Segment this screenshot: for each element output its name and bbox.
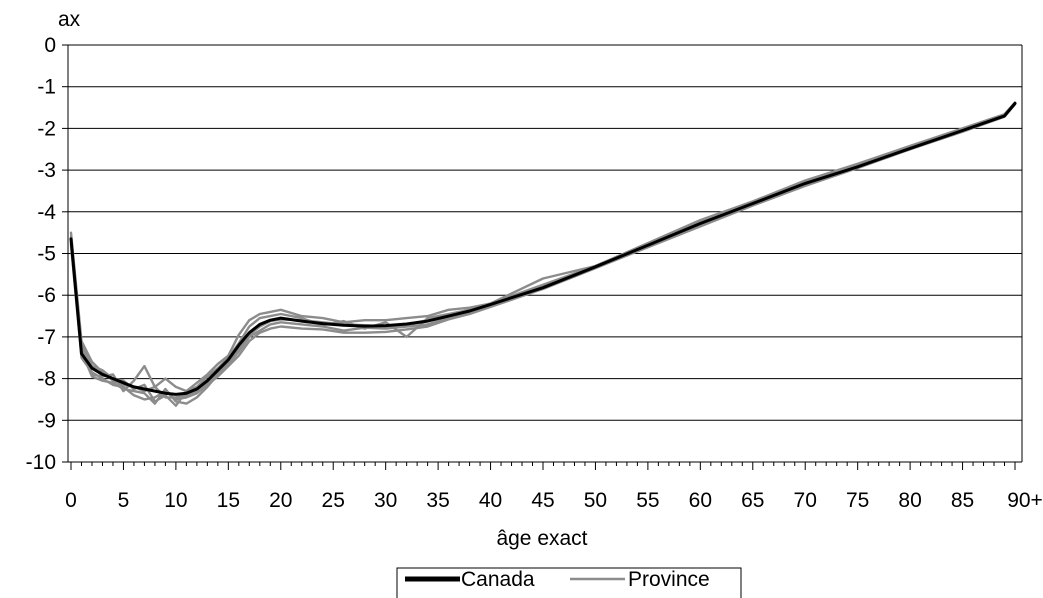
x-tick-label: 30 <box>374 489 397 512</box>
axes <box>62 44 1023 470</box>
x-tick-label: 20 <box>269 489 292 512</box>
series-line-province <box>69 102 1017 399</box>
y-tick-label: -6 <box>37 284 56 307</box>
x-tick-label: 70 <box>794 489 817 512</box>
legend-label-canada: Canada <box>461 568 535 591</box>
x-tick-label: 10 <box>164 489 187 512</box>
x-tick-label: 55 <box>636 489 659 512</box>
gridlines <box>68 44 1022 463</box>
y-tick-labels: 0 -1 -2 -3 -4 -5 -6 -7 -8 -9 -10 <box>26 34 57 474</box>
legend: Canada Province <box>396 567 742 598</box>
x-tick-label: 5 <box>118 489 130 512</box>
x-tick-labels: 0 5 10 15 20 25 30 35 40 45 50 55 60 65 70 75 80 85 90+ <box>65 489 1043 512</box>
x-tick-label: 15 <box>217 489 240 512</box>
y-tick-label: -9 <box>37 409 56 432</box>
x-axis-label: âge exact <box>496 527 587 550</box>
x-tick-label: 0 <box>65 489 77 512</box>
y-tick-label: -8 <box>37 368 56 391</box>
series-line-canada <box>69 101 1017 396</box>
y-tick-label: -4 <box>37 201 56 224</box>
x-tick-label: 65 <box>741 489 764 512</box>
legend-box <box>396 567 742 598</box>
x-tick-label: 90+ <box>1007 489 1043 512</box>
x-tick-label: 35 <box>426 489 449 512</box>
x-tick-label: 45 <box>531 489 554 512</box>
legend-label-province: Province <box>628 568 710 591</box>
y-tick-label: -2 <box>37 117 56 140</box>
x-tick-label: 80 <box>898 489 921 512</box>
series-line-province <box>69 103 1017 401</box>
x-tick-label: 40 <box>479 489 502 512</box>
y-tick-label: -7 <box>37 326 56 349</box>
y-tick-label: -5 <box>37 243 56 266</box>
y-tick-label: -10 <box>26 451 56 474</box>
series-line-province <box>69 102 1017 407</box>
x-tick-label: 85 <box>951 489 974 512</box>
x-tick-label: 25 <box>322 489 345 512</box>
y-tick-label: -3 <box>37 159 56 182</box>
x-tick-label: 50 <box>584 489 607 512</box>
series-line-province <box>69 101 1017 393</box>
series-layer <box>69 101 1017 407</box>
x-tick-label: 75 <box>846 489 869 512</box>
y-tick-label: -1 <box>37 76 56 99</box>
y-axis-label: ax <box>58 8 81 31</box>
x-tick-label: 60 <box>689 489 712 512</box>
y-tick-label: 0 <box>44 34 56 57</box>
